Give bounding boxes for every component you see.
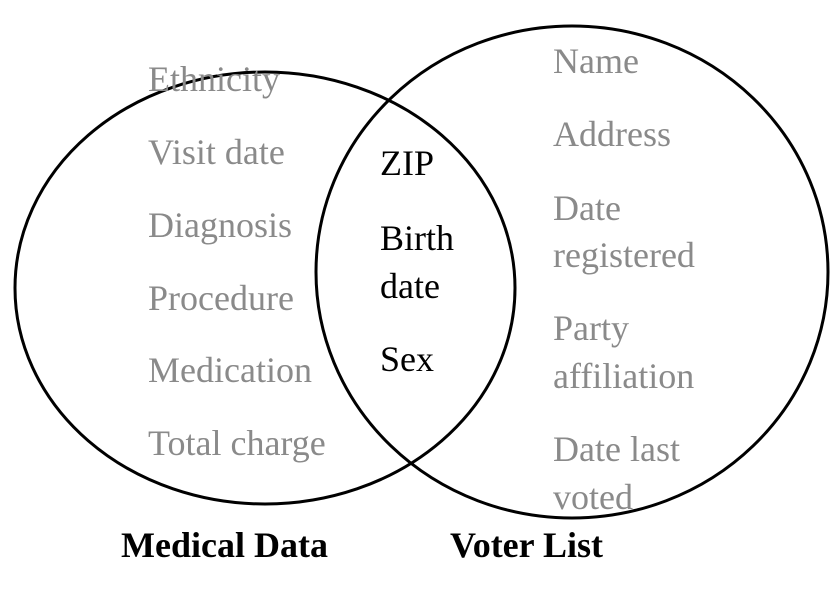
medical-item-procedure: Procedure [148, 278, 294, 318]
medical-item-total-charge: Total charge [148, 423, 326, 463]
medical-item-ethnicity: Ethnicity [148, 59, 280, 99]
medical-data-circle [13, 70, 517, 506]
shared-item-birth: Birth [380, 218, 455, 258]
shared-item-sex: Sex [380, 339, 434, 379]
medical-item-medication: Medication [148, 350, 312, 390]
medical-data-caption: Medical Data [121, 525, 328, 565]
voter-item-registered: registered [553, 235, 695, 275]
voter-list-caption: Voter List [450, 525, 603, 565]
voter-item-name: Name [553, 41, 639, 81]
voter-item-date-last: Date last [553, 429, 680, 469]
voter-item-party: Party [553, 308, 629, 348]
voter-item-affiliation: affiliation [553, 356, 695, 396]
voter-item-address: Address [553, 114, 671, 154]
medical-item-visit-date: Visit date [148, 132, 285, 172]
voter-list-circle [314, 24, 830, 520]
shared-item-zip: ZIP [380, 143, 434, 183]
medical-item-diagnosis: Diagnosis [148, 205, 292, 245]
voter-item-voted: voted [553, 477, 633, 517]
shared-item-date: date [380, 266, 440, 306]
voter-item-date: Date [553, 188, 621, 228]
